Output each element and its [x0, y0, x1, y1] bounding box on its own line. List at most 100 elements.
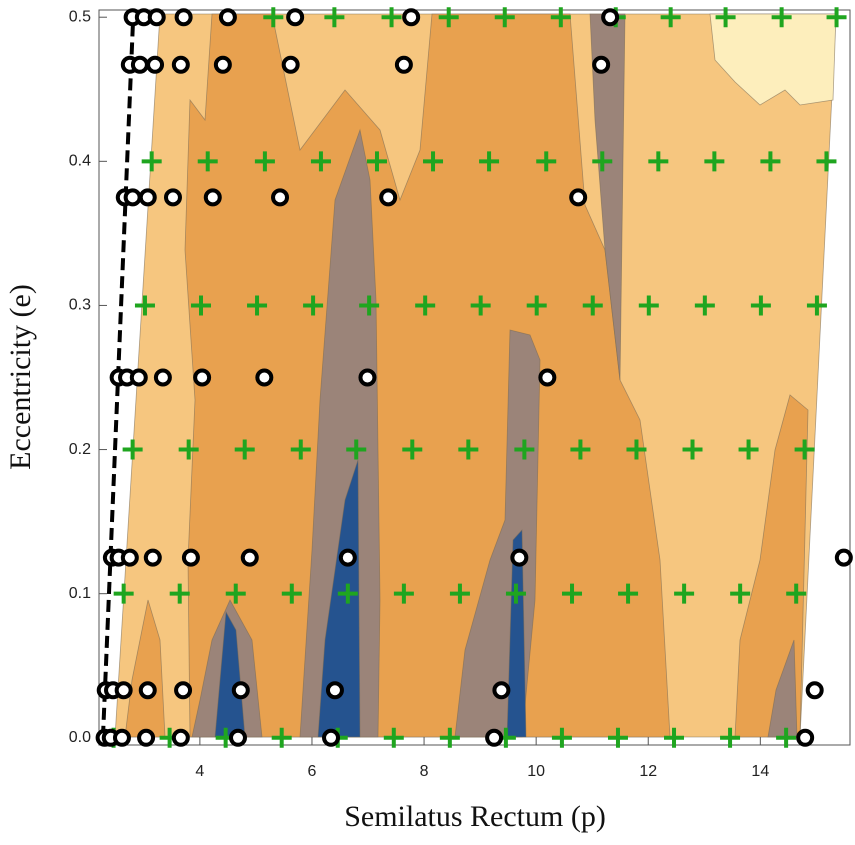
circle-point — [805, 681, 824, 700]
plus-point — [806, 295, 827, 316]
plus-point — [346, 439, 367, 460]
plus-point — [750, 295, 771, 316]
plus-point — [720, 727, 741, 748]
circle-point — [193, 368, 212, 387]
plus-point — [626, 439, 647, 460]
plus-point — [592, 151, 613, 172]
circle-point — [228, 728, 247, 747]
plus-point — [664, 727, 685, 748]
plus-point — [674, 583, 695, 604]
plus-point — [682, 439, 703, 460]
plus-point — [281, 583, 302, 604]
circle-point — [171, 55, 190, 74]
x-tick-label: 12 — [639, 763, 657, 780]
plus-point — [254, 151, 275, 172]
x-tick-label: 10 — [527, 763, 545, 780]
plus-point — [271, 727, 292, 748]
plus-point — [324, 7, 345, 28]
circle-point — [123, 188, 142, 207]
contour-blue — [317, 459, 361, 738]
x-tick-label: 14 — [751, 763, 769, 780]
y-axis-label: Eccentricity (e) — [4, 284, 37, 470]
plus-point — [393, 583, 414, 604]
circle-point — [358, 368, 377, 387]
circle-point — [174, 8, 193, 27]
plus-point — [359, 295, 380, 316]
plus-point — [310, 151, 331, 172]
y-tick-label: 0.3 — [69, 297, 91, 314]
circle-point — [286, 8, 305, 27]
circle-point — [592, 55, 611, 74]
circle-point — [569, 188, 588, 207]
plus-point — [582, 295, 603, 316]
circle-point — [255, 368, 274, 387]
plus-point — [715, 7, 736, 28]
circle-point — [240, 548, 259, 567]
plus-point — [786, 583, 807, 604]
plus-point — [570, 439, 591, 460]
plus-point — [514, 439, 535, 460]
circle-point — [147, 8, 166, 27]
contour-blue — [506, 528, 527, 738]
plus-point — [303, 295, 324, 316]
plus-point — [169, 583, 190, 604]
circle-point — [601, 8, 620, 27]
circle-point — [281, 55, 300, 74]
plus-point — [191, 295, 212, 316]
circle-point — [129, 368, 148, 387]
circle-point — [834, 548, 853, 567]
plus-point — [383, 727, 404, 748]
plus-point — [381, 7, 402, 28]
x-tick-label: 8 — [420, 763, 429, 780]
circle-point — [112, 728, 131, 747]
circle-point — [325, 681, 344, 700]
circle-point — [120, 548, 139, 567]
plus-point — [648, 151, 669, 172]
plus-point — [760, 151, 781, 172]
plus-point — [618, 583, 639, 604]
plus-point — [247, 295, 268, 316]
contour-pale — [709, 13, 837, 106]
y-tick-label: 0.1 — [69, 585, 91, 602]
circle-point — [114, 681, 133, 700]
circle-point — [796, 728, 815, 747]
plot-frame — [98, 9, 851, 746]
circle-point — [394, 55, 413, 74]
circle-point — [322, 728, 341, 747]
plus-point — [263, 7, 284, 28]
y-tick-label: 0.4 — [69, 153, 91, 170]
x-axis-label: Semilatus Rectum (p) — [344, 800, 606, 833]
plus-point — [526, 295, 547, 316]
plus-point — [122, 439, 143, 460]
plus-point — [536, 151, 557, 172]
plus-point — [449, 583, 470, 604]
contour-gray — [299, 128, 381, 738]
plus-point — [290, 439, 311, 460]
circle-point — [163, 188, 182, 207]
plus-point — [738, 439, 759, 460]
circle-point — [153, 368, 172, 387]
x-tick-label: 4 — [195, 763, 204, 780]
circle-point — [203, 188, 222, 207]
plus-point — [225, 583, 246, 604]
plus-point — [505, 583, 526, 604]
plus-point — [494, 7, 515, 28]
x-tick-label: 6 — [308, 763, 317, 780]
plus-point — [439, 727, 460, 748]
y-tick-label: 0.0 — [69, 729, 91, 746]
circle-point — [130, 55, 149, 74]
circle-point — [338, 548, 357, 567]
plus-point — [660, 7, 681, 28]
plus-point — [402, 439, 423, 460]
plus-point — [134, 295, 155, 316]
circle-point — [510, 548, 529, 567]
plus-point — [234, 439, 255, 460]
plus-point — [816, 151, 837, 172]
plus-point — [551, 727, 572, 748]
circle-point — [138, 188, 157, 207]
plus-point — [438, 7, 459, 28]
circle-point — [213, 55, 232, 74]
plus-point — [458, 439, 479, 460]
